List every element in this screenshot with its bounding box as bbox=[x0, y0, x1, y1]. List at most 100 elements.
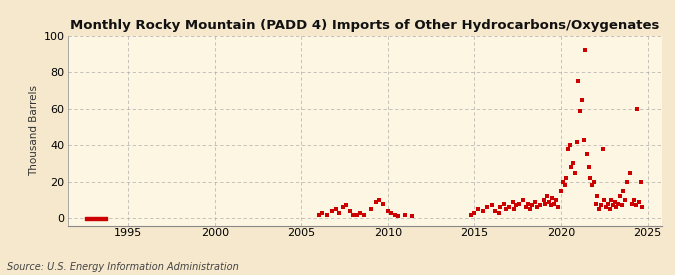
Point bbox=[591, 201, 601, 206]
Point bbox=[313, 212, 324, 217]
Point bbox=[625, 170, 636, 175]
Point bbox=[469, 211, 480, 215]
Point bbox=[524, 207, 535, 211]
Point bbox=[592, 194, 603, 199]
Point bbox=[472, 207, 483, 211]
Point bbox=[580, 48, 591, 53]
Point bbox=[400, 212, 410, 217]
Point bbox=[322, 213, 333, 218]
Point bbox=[521, 205, 532, 210]
Point bbox=[383, 209, 394, 213]
Point bbox=[583, 165, 594, 169]
Point bbox=[543, 200, 554, 204]
Point bbox=[549, 201, 560, 206]
Point bbox=[587, 183, 597, 188]
Point bbox=[514, 201, 525, 206]
Point bbox=[606, 198, 617, 202]
Point bbox=[539, 198, 549, 202]
Point bbox=[334, 211, 345, 215]
Point bbox=[618, 189, 629, 193]
Point bbox=[599, 198, 610, 202]
Point bbox=[568, 161, 578, 166]
Point bbox=[393, 214, 404, 219]
Title: Monthly Rocky Mountain (PADD 4) Imports of Other Hydrocarbons/Oxygenates: Monthly Rocky Mountain (PADD 4) Imports … bbox=[70, 19, 659, 32]
Point bbox=[604, 207, 615, 211]
Point bbox=[582, 152, 593, 156]
Point bbox=[574, 108, 585, 113]
Point bbox=[500, 207, 511, 211]
Point bbox=[620, 198, 630, 202]
Point bbox=[573, 79, 584, 84]
Point bbox=[365, 207, 376, 211]
Point bbox=[595, 203, 606, 208]
Point bbox=[531, 205, 542, 210]
Point bbox=[611, 205, 622, 210]
Point bbox=[561, 176, 572, 180]
Point bbox=[510, 203, 521, 208]
Point bbox=[635, 180, 646, 184]
Point bbox=[585, 176, 596, 180]
Point bbox=[348, 212, 358, 217]
Point bbox=[556, 189, 566, 193]
Point bbox=[608, 203, 618, 208]
Point bbox=[616, 203, 627, 208]
Point bbox=[622, 180, 632, 184]
Point bbox=[338, 205, 348, 210]
Point bbox=[331, 207, 342, 211]
Point bbox=[493, 211, 504, 215]
Point bbox=[614, 194, 625, 199]
Point bbox=[407, 214, 418, 219]
Point bbox=[570, 170, 580, 175]
Point bbox=[490, 209, 501, 213]
Point bbox=[487, 203, 497, 208]
Point bbox=[571, 139, 582, 144]
Point bbox=[495, 205, 506, 210]
Text: Source: U.S. Energy Information Administration: Source: U.S. Energy Information Administ… bbox=[7, 262, 238, 272]
Point bbox=[507, 200, 518, 204]
Point bbox=[377, 201, 388, 206]
Point bbox=[317, 211, 327, 215]
Point bbox=[566, 165, 577, 169]
Point bbox=[341, 203, 352, 208]
Point bbox=[626, 201, 637, 206]
Point bbox=[628, 198, 639, 202]
Point bbox=[371, 200, 381, 204]
Point bbox=[630, 203, 641, 208]
Point bbox=[478, 209, 489, 213]
Point bbox=[564, 143, 575, 147]
Point bbox=[327, 209, 338, 213]
Point bbox=[613, 201, 624, 206]
Point bbox=[632, 106, 643, 111]
Point bbox=[386, 211, 397, 215]
Y-axis label: Thousand Barrels: Thousand Barrels bbox=[30, 85, 40, 176]
Point bbox=[562, 147, 573, 151]
Point bbox=[504, 205, 514, 210]
Point bbox=[550, 198, 561, 202]
Point bbox=[601, 205, 612, 210]
Point bbox=[540, 201, 551, 206]
Point bbox=[547, 196, 558, 200]
Point bbox=[481, 205, 492, 210]
Point bbox=[578, 138, 589, 142]
Point bbox=[589, 180, 599, 184]
Point bbox=[526, 203, 537, 208]
Point bbox=[466, 212, 477, 217]
Point bbox=[530, 200, 541, 204]
Point bbox=[535, 203, 545, 208]
Point bbox=[358, 212, 369, 217]
Point bbox=[542, 194, 553, 199]
Point bbox=[509, 207, 520, 211]
Point bbox=[355, 211, 366, 215]
Point bbox=[637, 205, 648, 210]
Point bbox=[634, 200, 645, 204]
Point bbox=[576, 97, 587, 102]
Point bbox=[558, 180, 568, 184]
Point bbox=[522, 201, 533, 206]
Point bbox=[610, 200, 620, 204]
Point bbox=[602, 201, 613, 206]
Point bbox=[499, 201, 510, 206]
Point bbox=[351, 213, 362, 218]
Point bbox=[594, 207, 605, 211]
Point bbox=[389, 212, 400, 217]
Point bbox=[545, 203, 556, 208]
